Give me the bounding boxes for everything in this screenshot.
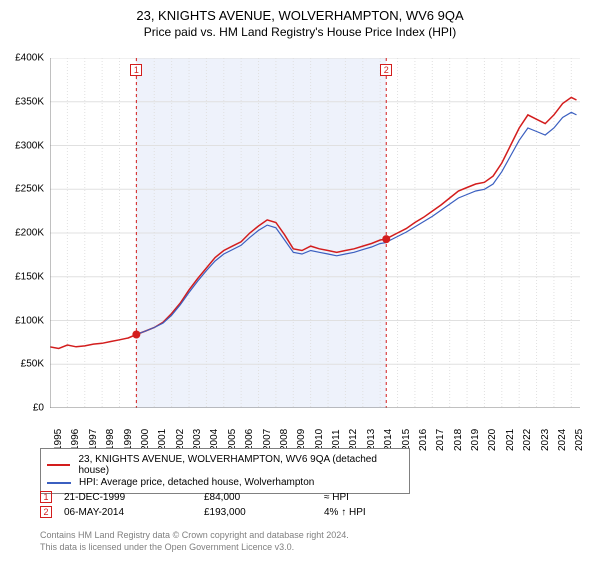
sales-marker-box: 2 <box>40 506 52 518</box>
x-tick-label: 2017 <box>435 429 446 451</box>
x-tick-label: 2018 <box>453 429 464 451</box>
sales-price: £84,000 <box>204 492 324 503</box>
sales-diff: 4% ↑ HPI <box>324 507 444 518</box>
chart-title: 23, KNIGHTS AVENUE, WOLVERHAMPTON, WV6 9… <box>0 8 600 23</box>
y-axis-labels: £0£50K£100K£150K£200K£250K£300K£350K£400… <box>0 58 48 408</box>
sales-row: 1 21-DEC-1999£84,000≈ HPI <box>40 491 570 503</box>
sales-date: 21-DEC-1999 <box>64 492 204 503</box>
x-tick-label: 2023 <box>540 429 551 451</box>
sale-marker-dot <box>132 331 140 339</box>
x-tick-label: 2025 <box>574 429 585 451</box>
x-tick-label: 2022 <box>522 429 533 451</box>
legend-label: 23, KNIGHTS AVENUE, WOLVERHAMPTON, WV6 9… <box>78 454 403 476</box>
x-tick-label: 2021 <box>505 429 516 451</box>
x-axis-labels: 1995199619971998199920002001200220032004… <box>50 413 580 443</box>
y-tick-label: £100K <box>15 315 44 326</box>
y-tick-label: £250K <box>15 184 44 195</box>
legend-row: HPI: Average price, detached house, Wolv… <box>47 477 403 488</box>
y-tick-label: £200K <box>15 228 44 239</box>
plot-svg <box>50 58 580 408</box>
y-tick-label: £400K <box>15 53 44 64</box>
sales-marker-box: 1 <box>40 491 52 503</box>
chart-subtitle: Price paid vs. HM Land Registry's House … <box>0 25 600 39</box>
sales-row: 2 06-MAY-2014£193,0004% ↑ HPI <box>40 506 570 518</box>
x-tick-label: 2016 <box>418 429 429 451</box>
footer-attribution: Contains HM Land Registry data © Crown c… <box>40 530 349 553</box>
sales-diff: ≈ HPI <box>324 492 444 503</box>
y-tick-label: £150K <box>15 271 44 282</box>
sale-marker-label: 2 <box>380 64 392 76</box>
footer-line1: Contains HM Land Registry data © Crown c… <box>40 530 349 542</box>
sale-marker-label: 1 <box>130 64 142 76</box>
y-tick-label: £50K <box>21 359 44 370</box>
legend-swatch <box>47 464 70 466</box>
chart-container: 23, KNIGHTS AVENUE, WOLVERHAMPTON, WV6 9… <box>0 8 600 568</box>
sale-marker-dot <box>382 235 390 243</box>
y-tick-label: £350K <box>15 96 44 107</box>
legend-swatch <box>47 482 71 484</box>
footer-line2: This data is licensed under the Open Gov… <box>40 542 349 554</box>
plot-area: 12 <box>50 58 580 408</box>
sales-table: 1 21-DEC-1999£84,000≈ HPI 2 06-MAY-2014£193… <box>40 488 570 521</box>
y-tick-label: £300K <box>15 140 44 151</box>
x-tick-label: 2019 <box>470 429 481 451</box>
x-tick-label: 2024 <box>557 429 568 451</box>
sales-date: 06-MAY-2014 <box>64 507 204 518</box>
x-tick-label: 2020 <box>487 429 498 451</box>
legend-row: 23, KNIGHTS AVENUE, WOLVERHAMPTON, WV6 9… <box>47 454 403 476</box>
legend-label: HPI: Average price, detached house, Wolv… <box>79 477 314 488</box>
sales-price: £193,000 <box>204 507 324 518</box>
y-tick-label: £0 <box>33 403 44 414</box>
